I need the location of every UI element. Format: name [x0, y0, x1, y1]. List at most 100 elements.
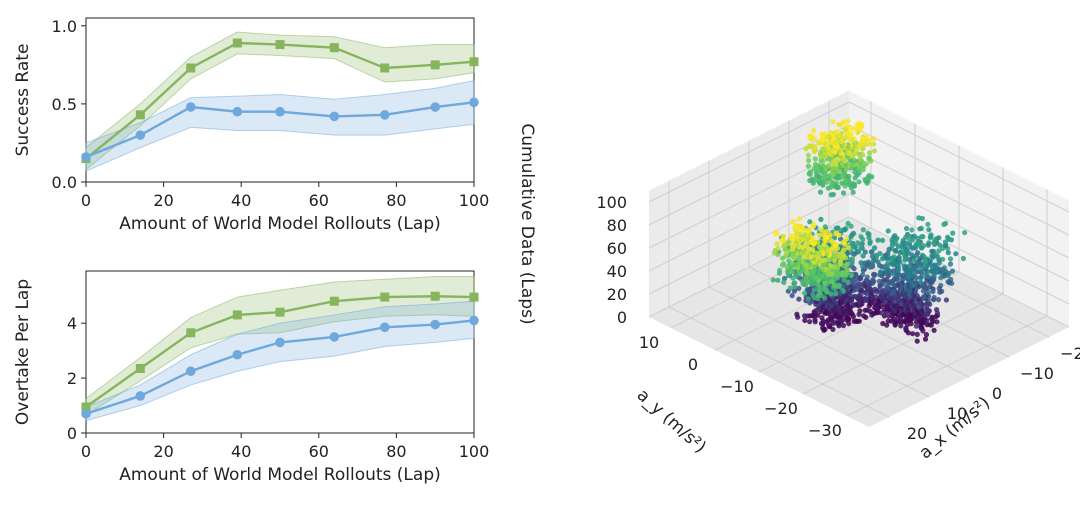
- scatter-point: [789, 247, 795, 253]
- scatter-point: [809, 281, 815, 287]
- series-0-point: [232, 310, 242, 320]
- scatter-point: [889, 237, 895, 243]
- scatter-point: [790, 275, 796, 281]
- scatter-point: [873, 253, 880, 260]
- scatter-point: [882, 299, 888, 305]
- scatter-point: [913, 319, 920, 325]
- scatter-point: [942, 239, 949, 245]
- series-1-point: [232, 106, 243, 117]
- scatter-point: [936, 285, 942, 291]
- scatter-point: [895, 267, 901, 273]
- grid-line: [846, 315, 1048, 417]
- scatter-point: [925, 221, 931, 227]
- scatter-point: [807, 300, 813, 306]
- series-1-confidence-band: [85, 300, 475, 422]
- scatter-point: [803, 275, 809, 281]
- scatter-point: [898, 301, 904, 307]
- scatter-point: [845, 220, 851, 226]
- scatter-point: [922, 258, 928, 264]
- scatter-point: [787, 285, 794, 291]
- scatter-point: [833, 225, 839, 231]
- scatter-point: [818, 157, 824, 163]
- scatter-point: [825, 156, 831, 162]
- y-tick-label: −20: [764, 399, 798, 418]
- scatter-point: [920, 288, 927, 294]
- scatter-point: [921, 294, 927, 300]
- scatter-point: [813, 301, 819, 307]
- scatter-point: [862, 307, 868, 313]
- success-rate-x-ticks: 0 20 40 60 80 100: [81, 182, 489, 210]
- scatter-point: [868, 249, 875, 255]
- scatter-point: [858, 234, 864, 240]
- scatter-point: [845, 118, 851, 124]
- scatter-point: [910, 331, 916, 337]
- scatter-point: [871, 141, 877, 147]
- grid-line: [802, 293, 1004, 395]
- scatter-point: [792, 224, 798, 230]
- scatter-point: [824, 318, 830, 325]
- scatter-point: [844, 317, 850, 323]
- scatter-point: [811, 241, 817, 247]
- scatter-point: [897, 250, 903, 256]
- grid-line: [848, 101, 1070, 213]
- scatter-point: [836, 282, 842, 288]
- scatter-point: [877, 269, 884, 275]
- scatter-point: [899, 244, 905, 250]
- scatter-point: [854, 122, 860, 128]
- scatter-point: [923, 332, 930, 338]
- scatter-point: [851, 318, 857, 324]
- x-tick-label: 40: [231, 442, 251, 461]
- scatter-point: [950, 230, 956, 236]
- scatter-point: [812, 319, 818, 325]
- scatter-point: [916, 304, 922, 310]
- z-tick-label: 100: [596, 193, 627, 212]
- x-tick-label: 60: [309, 191, 329, 210]
- overtake-chart: 0 20 40 60 80 100 0 2 4 Amount of World Model R…: [13, 270, 489, 485]
- series-1-point: [185, 102, 196, 112]
- scatter-point: [885, 228, 891, 234]
- scatter-point: [909, 227, 915, 233]
- scatter-point: [876, 278, 883, 284]
- scatter-point: [938, 275, 944, 281]
- overtake-x-label: Amount of World Model Rollouts (Lap): [119, 465, 441, 485]
- scatter-point: [947, 256, 954, 262]
- scatter-3d-points: [770, 118, 968, 344]
- scatter-point: [926, 227, 932, 233]
- scatter-point: [840, 239, 846, 246]
- scatter-point: [916, 215, 922, 221]
- scatter-point: [829, 278, 835, 284]
- scatter-point: [775, 277, 781, 283]
- scatter-point: [803, 146, 809, 152]
- grid-line: [848, 170, 1070, 282]
- scatter-point: [831, 257, 838, 264]
- scatter-point: [898, 323, 904, 329]
- scatter-point: [796, 296, 802, 302]
- series-1-point: [275, 337, 285, 348]
- scatter-point: [792, 280, 798, 286]
- scatter-point: [885, 318, 891, 324]
- grid-line: [648, 170, 850, 272]
- scatter-point: [806, 157, 812, 164]
- scatter-point: [805, 163, 812, 169]
- scatter-point: [855, 240, 861, 246]
- y-tick-label: 0.5: [52, 95, 77, 114]
- overtake-y-ticks: 0 2 4: [67, 314, 86, 443]
- x-tick-label: 20: [153, 442, 173, 461]
- scatter-point: [931, 240, 937, 246]
- x-tick-label: 20: [907, 424, 927, 443]
- scatter-point: [822, 280, 828, 286]
- series-1-point: [379, 110, 390, 120]
- grid-line: [648, 193, 850, 295]
- scatter-point: [918, 275, 924, 281]
- scatter-point: [910, 258, 916, 264]
- series-1-point: [275, 106, 285, 117]
- success-rate-chart: 0 20 40 60 80 100 0.0 0.5 1.0 Amount of World M…: [13, 17, 489, 234]
- scatter-point: [856, 151, 862, 157]
- scatter-point: [818, 226, 825, 233]
- scatter-point: [812, 287, 818, 293]
- scatter-point: [918, 279, 924, 285]
- scatter-point: [836, 121, 842, 127]
- scatter-point: [891, 271, 897, 277]
- scatter-point: [866, 156, 872, 162]
